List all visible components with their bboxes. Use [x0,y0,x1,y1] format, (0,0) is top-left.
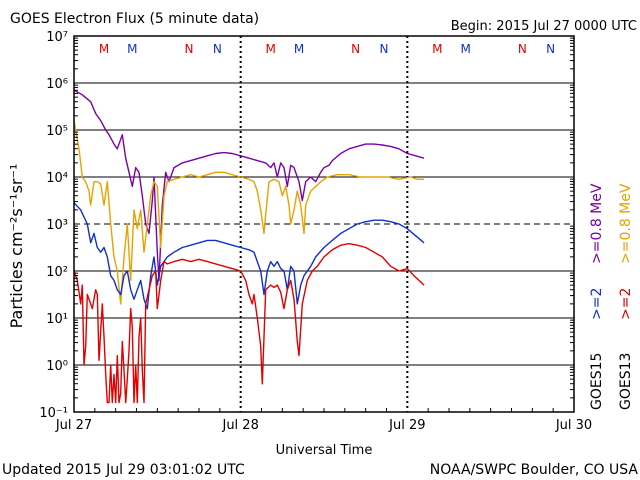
y-axis-label: Particles cm⁻²s⁻¹sr⁻¹ [7,164,26,329]
marker-n: N [213,42,222,56]
updated-timestamp: Updated 2015 Jul 29 03:01:02 UTC [2,462,245,478]
marker-m: M [294,42,304,56]
series-line-2 [73,120,424,305]
y-tick-label: 10⁴ [46,171,68,186]
data-source: NOAA/SWPC Boulder, CO USA [430,462,639,478]
marker-m: M [99,42,109,56]
y-tick-label: 10⁻¹ [39,406,68,421]
series-line-3 [73,202,425,310]
data-series [73,89,425,404]
series-line-1 [73,89,425,282]
legend-goes15-2: >=2 [589,288,605,320]
begin-time: Begin: 2015 Jul 27 0000 UTC [451,19,637,34]
marker-n: N [380,42,389,56]
legend-goes13: GOES13 [618,353,634,410]
marker-m: M [460,42,470,56]
legend: >=0.8 MeV >=0.8 MeV >=2 >=2 GOES15 GOES1… [589,183,634,410]
marker-n: N [351,42,360,56]
y-tick-label: 10³ [46,218,68,233]
legend-goes13-2: >=2 [618,288,634,320]
y-tick-label: 10⁷ [46,30,68,45]
horizontal-gridlines [74,82,574,366]
legend-goes15-08: >=0.8 MeV [589,183,605,264]
y-tick-label: 10⁵ [46,124,68,139]
marker-m: M [265,42,275,56]
x-tick-label: Jul 30 [555,418,592,433]
y-tick-label: 10⁰ [46,359,68,374]
marker-m: M [127,42,137,56]
x-tick-label: Jul 29 [388,418,425,433]
marker-n: N [185,42,194,56]
series-line-4 [73,242,425,404]
y-tick-label: 10² [46,265,68,280]
chart-title: GOES Electron Flux (5 minute data) [10,11,259,27]
x-tick-label: Jul 28 [221,418,258,433]
marker-m: M [432,42,442,56]
x-axis-ticks: Jul 27 Jul 28 Jul 29 Jul 30 [55,408,592,433]
y-tick-label: 10⁶ [46,77,68,92]
y-axis-ticks: 10⁷ 10⁶ 10⁵ 10⁴ 10³ 10² 10¹ 10⁰ 10⁻¹ [39,30,574,421]
x-tick-label: Jul 27 [55,418,92,433]
legend-goes15: GOES15 [589,353,605,410]
legend-goes13-08: >=0.8 MeV [618,183,634,264]
y-tick-label: 10¹ [46,312,68,327]
x-axis-label: Universal Time [276,443,373,458]
marker-n: N [518,42,527,56]
marker-n: N [546,42,555,56]
